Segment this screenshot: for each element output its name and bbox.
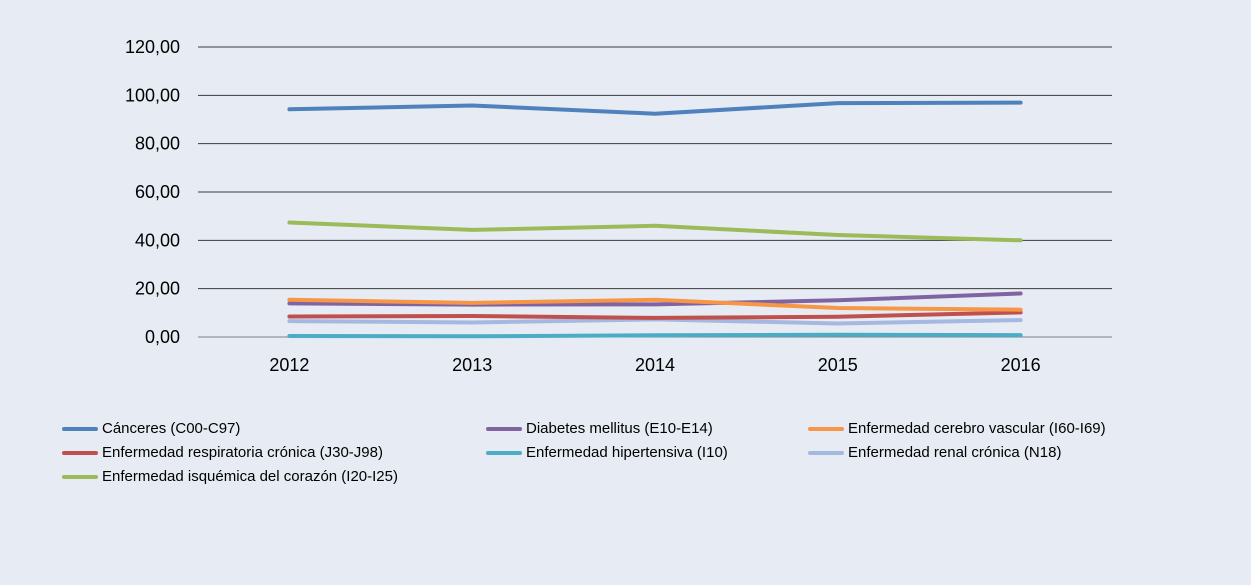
x-axis-tick-labels: 2012 2013 2014 2015 2016: [269, 355, 1040, 375]
legend-item-cerebro-vascular: Enfermedad cerebro vascular (I60-I69): [808, 420, 1106, 437]
legend-label-respiratoria: Enfermedad respiratoria crónica (J30-J98…: [102, 444, 383, 461]
y-tick-label: 120,00: [125, 37, 180, 57]
legend-swatch-canceres: [62, 426, 98, 431]
legend-row-2: Enfermedad respiratoria crónica (J30-J98…: [62, 444, 1222, 468]
x-tick-label: 2015: [818, 355, 858, 375]
y-tick-label: 80,00: [135, 134, 180, 154]
x-tick-label: 2014: [635, 355, 675, 375]
y-tick-label: 100,00: [125, 85, 180, 105]
y-tick-label: 0,00: [145, 327, 180, 347]
legend-row-1: Cánceres (C00-C97) Diabetes mellitus (E1…: [62, 420, 1222, 444]
chart-legend: Cánceres (C00-C97) Diabetes mellitus (E1…: [62, 420, 1222, 492]
legend-item-respiratoria: Enfermedad respiratoria crónica (J30-J98…: [62, 444, 383, 461]
x-tick-label: 2012: [269, 355, 309, 375]
x-tick-label: 2013: [452, 355, 492, 375]
y-tick-label: 20,00: [135, 279, 180, 299]
series-lines: [287, 100, 1023, 339]
x-tick-label: 2016: [1001, 355, 1041, 375]
y-tick-label: 60,00: [135, 182, 180, 202]
legend-item-isquemica: Enfermedad isquémica del corazón (I20-I2…: [62, 468, 398, 485]
legend-swatch-respiratoria: [62, 450, 98, 455]
legend-item-renal: Enfermedad renal crónica (N18): [808, 444, 1061, 461]
legend-item-diabetes: Diabetes mellitus (E10-E14): [486, 420, 713, 437]
legend-swatch-diabetes: [486, 426, 522, 431]
legend-swatch-isquemica: [62, 474, 98, 479]
legend-item-hipertensiva: Enfermedad hipertensiva (I10): [486, 444, 728, 461]
series-line-2: [287, 297, 1023, 312]
legend-row-3: Enfermedad isquémica del corazón (I20-I2…: [62, 468, 1222, 492]
series-line-4: [287, 332, 1023, 339]
legend-item-canceres: Cánceres (C00-C97): [62, 420, 240, 437]
legend-label-renal: Enfermedad renal crónica (N18): [848, 444, 1062, 461]
legend-label-hipertensiva: Enfermedad hipertensiva (I10): [526, 444, 728, 461]
series-line-6: [287, 220, 1023, 243]
legend-swatch-renal: [808, 450, 844, 455]
legend-label-canceres: Cánceres (C00-C97): [102, 420, 241, 437]
y-axis-tick-labels: 0,00 20,00 40,00 60,00 80,00 100,00 120,00: [125, 37, 180, 347]
y-tick-label: 40,00: [135, 230, 180, 250]
legend-swatch-hipertensiva: [486, 450, 522, 455]
series-line-3: [287, 310, 1023, 320]
legend-label-isquemica: Enfermedad isquémica del corazón (I20-I2…: [102, 468, 398, 485]
series-line-5: [287, 317, 1023, 326]
series-line-1: [287, 291, 1023, 307]
legend-label-cerebro-vascular: Enfermedad cerebro vascular (I60-I69): [848, 420, 1106, 437]
series-line-0: [287, 100, 1023, 116]
legend-swatch-cerebro-vascular: [808, 426, 844, 431]
legend-label-diabetes: Diabetes mellitus (E10-E14): [526, 420, 713, 437]
